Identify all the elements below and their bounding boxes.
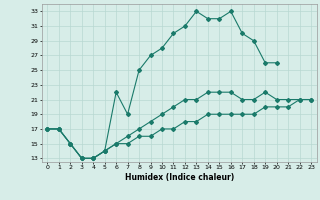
X-axis label: Humidex (Indice chaleur): Humidex (Indice chaleur) (124, 173, 234, 182)
